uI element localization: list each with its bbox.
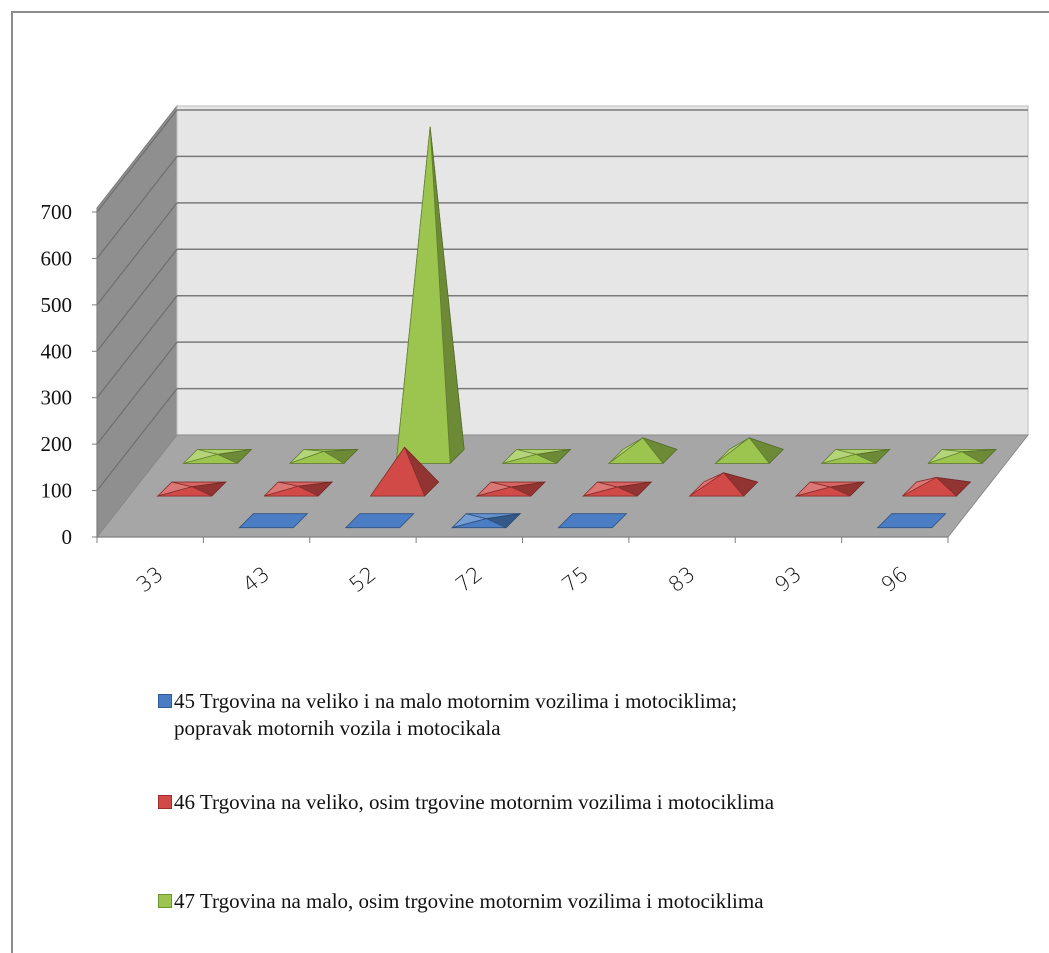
x-category-label: 96 [877,562,913,597]
mark-s1-72-front-face [476,486,532,497]
mark-s1-75 [581,481,653,497]
mark-s1-43 [263,481,334,497]
mark-s1-93-front-face [795,486,851,497]
gridlines [96,109,1028,491]
x-category-label: 93 [770,562,806,597]
data-marks [156,126,998,529]
mark-s2-93 [820,448,891,465]
mark-s45-52 [344,513,415,529]
mark-s2-52-front-face [395,126,451,464]
mark-s1-93 [794,481,866,497]
mark-s2-75-front-face [607,437,664,464]
gridline-side [96,388,178,491]
gridline-side [96,202,178,306]
legend-item-45: 45 Trgovina na veliko i na malo motornim… [158,688,778,742]
legend-item-47: 47 Trgovina na malo, osim trgovine motor… [158,888,778,915]
mark-s2-83 [714,437,784,465]
mark-s2-96-front-face [927,451,984,464]
x-category-label: 43 [238,562,274,597]
y-tick-label: 0 [62,525,73,549]
mark-s1-33 [156,481,227,497]
y-tick-label: 700 [41,200,73,224]
mark-s0-72-front-face [452,518,507,529]
legend-item-46: 46 Trgovina na veliko, osim trgovine mot… [158,789,778,816]
y-tick-label: 400 [41,339,73,363]
mark-s1-52-front-face [369,446,426,497]
legend-label-45: 45 Trgovina na veliko i na malo motornim… [174,689,738,740]
mark-s2-72 [501,448,572,465]
gridline-side [96,295,178,399]
mark-s45-43 [238,513,309,529]
y-tick-label: 200 [41,432,73,456]
mark-s1-33-front-face [157,486,212,497]
mark-s1-52 [369,446,440,497]
mark-s2-72-front-face [502,453,557,464]
chart-walls [95,104,1030,539]
gridline-side [96,341,178,445]
x-category-label: 75 [557,562,593,597]
mark-s2-93-front-face [821,453,876,464]
x-category-label: 72 [451,562,487,597]
mark-s1-96-front-face [902,476,958,497]
mark-s1-72 [475,481,547,497]
legend-swatch-46 [158,795,172,809]
mark-s2-43-front-face [289,450,346,464]
legend-swatch-45 [158,694,172,708]
mark-s45-75 [557,513,628,529]
x-category-label: 33 [132,562,168,597]
x-category-label: 83 [664,562,700,597]
gridline-side [96,109,178,213]
mark-s45-96 [876,513,947,529]
mark-s0-72 [450,513,522,529]
x-axis: 33 43 52 72 75 83 93 96 [96,536,949,597]
y-tick-label: 100 [41,479,73,503]
y-tick-label: 500 [41,293,73,317]
mark-s2-96 [927,448,998,464]
mark-s2-33-front-face [183,453,238,464]
y-tick-label: 300 [41,386,73,410]
legend-label-46: 46 Trgovina na veliko, osim trgovine mot… [174,790,775,814]
mark-s1-96 [902,476,972,497]
mark-s2-75 [607,437,678,465]
gridline-side [96,248,178,352]
gridline-side [96,156,178,259]
mark-s2-52 [395,126,465,465]
back-wall [176,105,1029,436]
mark-s1-75-front-face [583,486,638,497]
mark-s1-83-front-face [688,472,745,497]
y-axis: 0 100 200 300 400 500 600 700 [41,200,98,549]
mark-s2-33 [182,448,253,465]
legend-label-47: 47 Trgovina na malo, osim trgovine motor… [174,889,764,913]
mark-s1-83 [688,472,759,497]
x-category-label: 52 [345,562,381,597]
legend-swatch-47 [158,894,172,908]
mark-s2-43 [289,448,359,464]
mark-s2-83-front-face [714,437,771,464]
mark-s1-43-front-face [264,485,319,497]
y-tick-label: 600 [41,246,73,270]
